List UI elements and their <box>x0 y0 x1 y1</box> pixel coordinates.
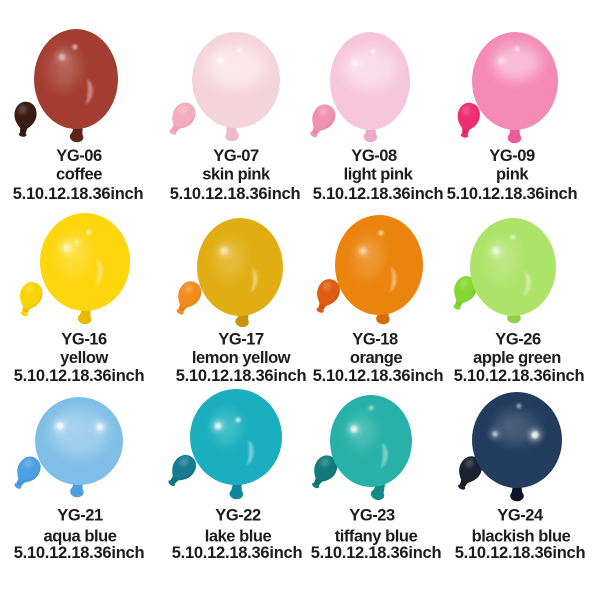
svg-text:YG-26: YG-26 <box>495 331 541 349</box>
svg-text:YG-23: YG-23 <box>349 507 395 525</box>
svg-text:YG-07: YG-07 <box>213 147 259 165</box>
svg-text:YG-06: YG-06 <box>56 147 102 165</box>
svg-text:yellow: yellow <box>60 349 108 367</box>
svg-text:light pink: light pink <box>344 166 414 184</box>
svg-text:YG-08: YG-08 <box>351 147 397 165</box>
svg-text:5.10.12.18.36inch: 5.10.12.18.36inch <box>311 544 442 562</box>
svg-text:coffee: coffee <box>56 166 102 184</box>
svg-text:YG-16: YG-16 <box>61 331 107 349</box>
svg-text:YG-17: YG-17 <box>218 331 264 349</box>
svg-text:5.10.12.18.36inch: 5.10.12.18.36inch <box>14 367 145 385</box>
svg-text:5.10.12.18.36inch: 5.10.12.18.36inch <box>447 185 578 203</box>
svg-text:lake blue: lake blue <box>205 528 272 546</box>
svg-text:5.10.12.18.36inch: 5.10.12.18.36inch <box>170 185 301 203</box>
svg-text:YG-18: YG-18 <box>352 331 398 349</box>
svg-text:YG-22: YG-22 <box>215 507 261 525</box>
svg-text:5.10.12.18.36inch: 5.10.12.18.36inch <box>313 367 444 385</box>
svg-text:5.10.12.18.36inch: 5.10.12.18.36inch <box>455 544 586 562</box>
svg-text:blackish blue: blackish blue <box>472 528 571 546</box>
svg-text:YG-21: YG-21 <box>57 507 103 525</box>
svg-text:YG-09: YG-09 <box>489 147 535 165</box>
svg-text:tiffany blue: tiffany blue <box>335 528 418 546</box>
svg-text:5.10.12.18.36inch: 5.10.12.18.36inch <box>313 185 444 203</box>
svg-text:5.10.12.18.36inch: 5.10.12.18.36inch <box>454 367 585 385</box>
svg-text:5.10.12.18.36inch: 5.10.12.18.36inch <box>14 544 145 562</box>
svg-text:lemon yellow: lemon yellow <box>192 349 291 367</box>
svg-text:skin pink: skin pink <box>202 166 271 184</box>
svg-text:pink: pink <box>496 166 529 184</box>
svg-text:5.10.12.18.36inch: 5.10.12.18.36inch <box>13 185 144 203</box>
svg-text:YG-24: YG-24 <box>497 507 544 525</box>
svg-text:apple green: apple green <box>473 349 561 367</box>
svg-text:5.10.12.18.36inch: 5.10.12.18.36inch <box>176 367 307 385</box>
svg-text:orange: orange <box>350 349 403 367</box>
svg-text:5.10.12.18.36inch: 5.10.12.18.36inch <box>172 544 303 562</box>
svg-text:aqua blue: aqua blue <box>44 528 117 546</box>
